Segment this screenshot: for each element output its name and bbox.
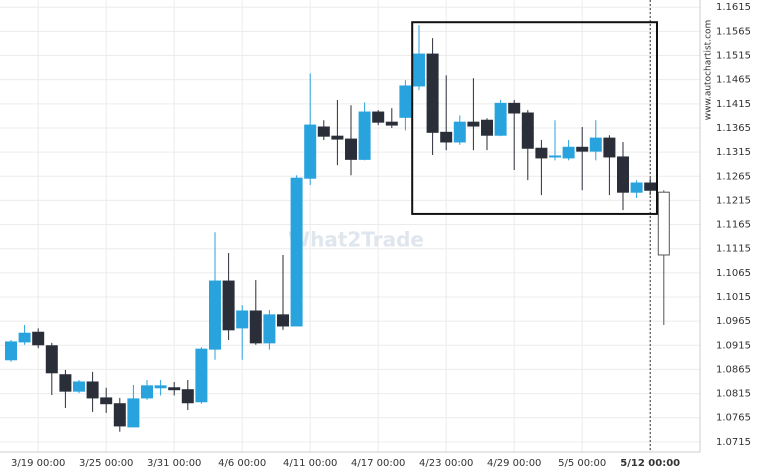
candle-body (331, 135, 344, 140)
candle-body (73, 381, 85, 392)
y-tick-label: 1.0715 (716, 437, 751, 448)
candle-body (385, 121, 398, 126)
candle-body (290, 177, 303, 327)
candle-body (86, 381, 99, 399)
candle-body (59, 374, 72, 392)
candle-body (181, 389, 194, 404)
candle-body (358, 111, 371, 160)
y-tick-label: 1.1515 (716, 51, 751, 62)
candle-body (304, 124, 317, 179)
candle-body (535, 147, 548, 159)
y-tick-label: 1.1615 (716, 2, 751, 13)
candle-body (562, 146, 575, 159)
pattern-box (411, 21, 659, 215)
x-tick-label: 4/23 00:00 (419, 458, 473, 469)
y-tick-label: 1.1315 (716, 147, 751, 158)
candle-body (630, 182, 643, 193)
candle-body (100, 397, 113, 405)
y-tick-label: 1.1065 (716, 268, 751, 279)
candle-body (372, 111, 385, 123)
candle-body (453, 121, 466, 143)
x-tick-label: 3/19 00:00 (11, 458, 65, 469)
y-tick-label: 1.0865 (716, 364, 751, 375)
candle-body (263, 314, 276, 344)
x-tick-label: 4/11 00:00 (283, 458, 337, 469)
y-tick-label: 1.1165 (716, 220, 751, 231)
candle-body (521, 112, 534, 149)
candle-body (113, 403, 126, 427)
y-tick-label: 1.1015 (716, 292, 751, 303)
y-tick-label: 1.1215 (716, 195, 751, 206)
y-tick-label: 1.1465 (716, 75, 751, 86)
candle-body (222, 280, 235, 331)
y-tick-label: 1.1365 (716, 123, 751, 134)
candle-body (467, 121, 480, 127)
x-tick-label: 3/31 00:00 (147, 458, 201, 469)
candle-body (617, 156, 629, 193)
candle-body (154, 385, 167, 389)
y-tick-label: 1.1265 (716, 171, 751, 182)
candle-body (277, 314, 289, 327)
candle-body (18, 332, 31, 343)
candle-body (440, 131, 453, 143)
candle-body (236, 310, 249, 329)
candle-body (644, 182, 657, 191)
grid (0, 0, 700, 452)
x-tick-label: 4/29 00:00 (487, 458, 541, 469)
source: www.autochartist.com (704, 20, 714, 121)
y-tick-label: 1.0765 (716, 413, 751, 424)
candle-body (603, 137, 616, 158)
candle-body (589, 137, 602, 152)
candle-body (576, 146, 589, 152)
candle-body (195, 348, 208, 403)
y-tick-label: 1.1115 (716, 244, 751, 255)
candle-body (45, 345, 58, 374)
candle-body (657, 191, 670, 256)
candle-body (127, 398, 140, 428)
x-tick-label: 3/25 00:00 (79, 458, 133, 469)
watermark: What2Trade (288, 228, 424, 252)
x-tick-label: 4/6 00:00 (218, 458, 266, 469)
y-tick-label: 1.0815 (716, 389, 751, 400)
y-tick-label: 1.1415 (716, 99, 751, 110)
candle-body (481, 119, 493, 136)
candle-body (317, 126, 330, 137)
candle-body (32, 331, 45, 346)
x-tick-label: 4/17 00:00 (351, 458, 405, 469)
y-tick-label: 1.0915 (716, 340, 751, 351)
candle-body (508, 102, 521, 114)
x-tick-label: 5/12 00:00 (620, 458, 680, 469)
candle-body (345, 138, 357, 160)
candle-body (494, 102, 507, 136)
candle-body (549, 155, 561, 158)
y-tick-label: 1.1565 (716, 26, 751, 37)
candle-body (426, 53, 439, 133)
x-tick-label: 5/5 00:00 (558, 458, 606, 469)
candle-body (413, 53, 425, 87)
candle-body (399, 85, 412, 118)
y-tick-label: 1.0965 (716, 316, 751, 327)
candle-body (5, 341, 17, 361)
candle-body (209, 280, 221, 350)
candle-body (168, 387, 181, 391)
candle-body (249, 310, 262, 344)
candle-body (141, 385, 153, 399)
